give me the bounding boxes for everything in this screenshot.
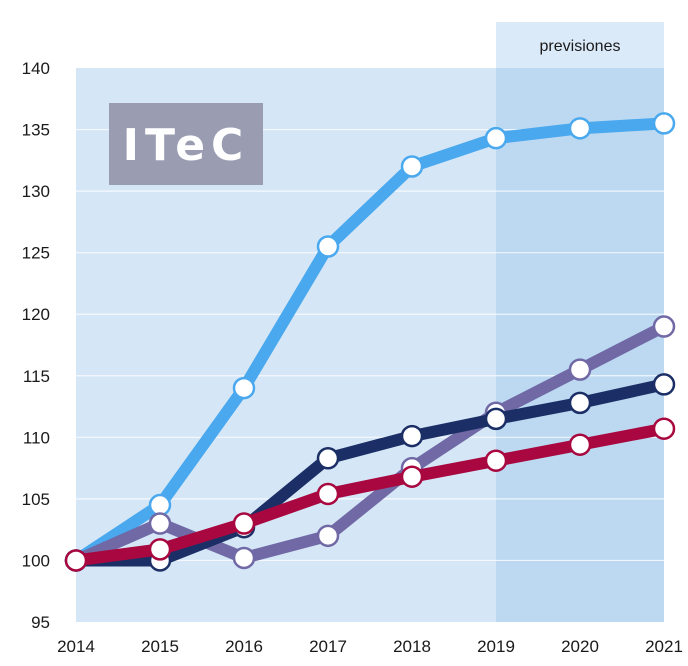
y-tick-label: 100 — [22, 551, 50, 570]
logo-background — [109, 103, 263, 185]
x-tick-label: 2016 — [225, 637, 263, 656]
logo-text: ITeC — [123, 120, 250, 171]
data-point — [316, 524, 340, 548]
data-point — [64, 549, 88, 572]
series-line — [70, 378, 670, 567]
data-point — [232, 512, 256, 535]
data-point — [316, 447, 340, 470]
forecast-label: previsiones — [540, 38, 621, 55]
y-tick-label: 140 — [22, 59, 50, 78]
y-tick-label: 105 — [22, 490, 50, 509]
x-tick-label: 2017 — [309, 637, 347, 656]
data-point — [568, 433, 592, 456]
x-tick-label: 2021 — [645, 637, 683, 656]
x-tick-label: 2020 — [561, 637, 599, 656]
data-point — [400, 465, 424, 488]
data-point — [148, 538, 172, 561]
data-point — [484, 407, 508, 431]
x-tick-label: 2015 — [141, 637, 179, 656]
data-point — [652, 315, 676, 338]
itec-logo: ITeC — [109, 103, 263, 185]
series-4 — [64, 417, 676, 572]
data-point — [232, 546, 256, 570]
data-point — [316, 235, 340, 258]
series-line — [70, 422, 670, 567]
data-point — [652, 373, 676, 396]
x-tick-label: 2018 — [393, 637, 431, 656]
series-line — [70, 117, 670, 567]
y-tick-label: 95 — [31, 613, 50, 632]
series-line — [70, 320, 670, 567]
data-point — [232, 376, 256, 400]
data-point — [400, 155, 424, 178]
data-point — [316, 482, 340, 506]
data-point — [652, 112, 676, 135]
forecast-region: previsiones — [496, 22, 664, 622]
x-axis-tick-labels: 2014 2015 2016 2017 2018 2019 2020 2021 — [57, 637, 683, 656]
y-tick-label: 110 — [23, 428, 50, 447]
y-tick-label: 125 — [22, 244, 50, 263]
data-point — [148, 512, 172, 535]
data-point — [484, 449, 508, 472]
x-tick-label: 2014 — [57, 637, 95, 656]
y-axis-tick-labels: 95 100 105 110 115 120 125 130 135 140 — [22, 59, 50, 632]
data-point — [484, 126, 508, 150]
series-layer — [64, 112, 676, 572]
data-point — [652, 417, 676, 440]
forecast-header — [496, 22, 664, 68]
x-tick-label: 2019 — [477, 637, 515, 656]
data-point — [148, 493, 172, 517]
data-point — [568, 391, 592, 415]
y-tick-label: 115 — [23, 367, 50, 386]
y-tick-label: 130 — [22, 182, 50, 201]
series-1 — [64, 112, 676, 572]
y-tick-label: 135 — [22, 121, 50, 140]
y-tick-label: 120 — [22, 305, 50, 324]
data-point — [400, 424, 424, 448]
data-point — [568, 358, 592, 381]
data-point — [568, 117, 592, 140]
